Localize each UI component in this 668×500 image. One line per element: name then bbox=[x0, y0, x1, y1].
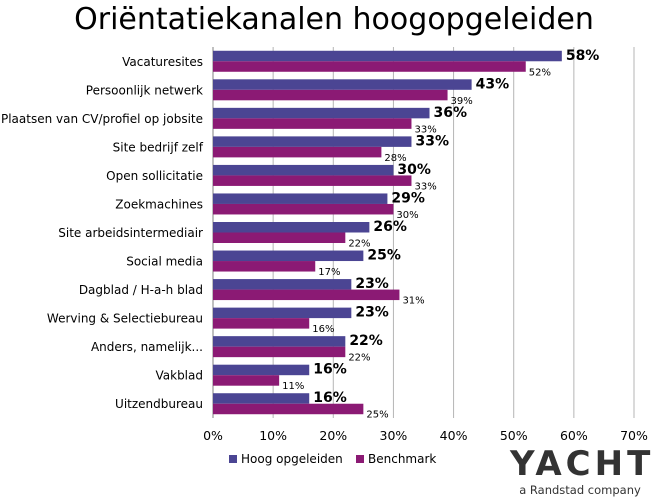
legend-swatch-benchmark bbox=[356, 455, 364, 463]
data-labels: 58%52%43%39%36%33%33%28%30%33%29%30%26%2… bbox=[282, 48, 599, 421]
data-label-hoog-opgeleiden: 33% bbox=[415, 133, 449, 149]
data-label-hoog-opgeleiden: 23% bbox=[355, 276, 389, 292]
data-label-hoog-opgeleiden: 25% bbox=[367, 248, 401, 264]
category-label: Zoekmachines bbox=[115, 197, 203, 211]
data-label-hoog-opgeleiden: 26% bbox=[373, 219, 407, 235]
data-label-hoog-opgeleiden: 43% bbox=[476, 76, 510, 92]
yacht-logo: YACHT a Randstad company bbox=[510, 447, 650, 497]
data-label-benchmark: 16% bbox=[312, 324, 334, 335]
data-label-benchmark: 22% bbox=[348, 239, 370, 250]
bar-benchmark bbox=[213, 89, 448, 101]
bar-benchmark bbox=[213, 146, 382, 158]
bar-benchmark bbox=[213, 261, 316, 272]
data-label-benchmark: 39% bbox=[451, 96, 473, 107]
data-label-hoog-opgeleiden: 29% bbox=[391, 190, 425, 206]
data-label-benchmark: 28% bbox=[384, 153, 406, 164]
data-label-benchmark: 25% bbox=[366, 410, 388, 421]
data-label-hoog-opgeleiden: 23% bbox=[355, 305, 389, 321]
bar-benchmark bbox=[213, 118, 412, 129]
x-tick-label: 20% bbox=[319, 428, 347, 443]
data-label-benchmark: 52% bbox=[529, 67, 551, 78]
bar-benchmark bbox=[213, 232, 346, 243]
chart-title: Oriëntatiekanalen hoogopgeleiden bbox=[74, 2, 594, 37]
bar-benchmark bbox=[213, 403, 364, 415]
category-label: Dagblad / H-a-h blad bbox=[79, 283, 203, 297]
bar-benchmark bbox=[213, 318, 310, 329]
x-tick-label: 50% bbox=[500, 428, 528, 443]
bar-hoog-opgeleiden bbox=[213, 79, 472, 90]
bar-hoog-opgeleiden bbox=[213, 307, 352, 319]
category-label: Uitzendbureau bbox=[115, 397, 203, 411]
category-labels: Vacaturesites Persoonlijk netwerk Plaatsen… bbox=[1, 55, 204, 411]
category-label: Site arbeidsintermediair bbox=[58, 226, 203, 240]
legend: Hoog opgeleiden Benchmark bbox=[229, 452, 436, 466]
legend-swatch-hoog-opgeleiden bbox=[229, 455, 237, 463]
bar-hoog-opgeleiden bbox=[213, 50, 562, 62]
x-tick-label: 40% bbox=[440, 428, 468, 443]
bar-hoog-opgeleiden bbox=[213, 164, 394, 176]
data-label-hoog-opgeleiden: 16% bbox=[313, 390, 347, 406]
bar-benchmark bbox=[213, 203, 394, 215]
data-label-benchmark: 33% bbox=[414, 124, 436, 135]
bar-benchmark bbox=[213, 346, 346, 358]
legend-label-hoog-opgeleiden: Hoog opgeleiden bbox=[241, 452, 343, 466]
data-label-benchmark: 33% bbox=[414, 181, 436, 192]
bar-hoog-opgeleiden bbox=[213, 136, 412, 147]
category-label: Site bedrijf zelf bbox=[113, 140, 204, 154]
bar-hoog-opgeleiden bbox=[213, 393, 310, 404]
x-tick-label: 0% bbox=[203, 428, 223, 443]
category-label: Open sollicitatie bbox=[106, 169, 203, 183]
bars bbox=[213, 50, 562, 415]
bar-hoog-opgeleiden bbox=[213, 364, 310, 376]
data-label-benchmark: 17% bbox=[318, 267, 340, 278]
logo-wordmark: YACHT bbox=[510, 444, 655, 484]
data-label-hoog-opgeleiden: 58% bbox=[566, 48, 600, 64]
bar-benchmark bbox=[213, 375, 280, 386]
bar-benchmark bbox=[213, 175, 412, 186]
data-label-benchmark: 30% bbox=[396, 210, 418, 221]
bar-hoog-opgeleiden bbox=[213, 107, 430, 119]
data-label-hoog-opgeleiden: 30% bbox=[397, 162, 431, 178]
x-tick-label: 10% bbox=[259, 428, 287, 443]
category-label: Persoonlijk netwerk bbox=[86, 83, 203, 97]
category-label: Anders, namelijk... bbox=[91, 340, 203, 354]
bar-hoog-opgeleiden bbox=[213, 279, 352, 290]
bar-hoog-opgeleiden bbox=[213, 222, 370, 233]
x-axis-ticks: 0% 10% 20% 30% 40% 50% 60% 70% bbox=[203, 428, 648, 443]
bar-hoog-opgeleiden bbox=[213, 250, 364, 262]
legend-label-benchmark: Benchmark bbox=[368, 452, 436, 466]
data-label-hoog-opgeleiden: 36% bbox=[434, 105, 468, 121]
bar-benchmark bbox=[213, 61, 526, 72]
logo-tagline: a Randstad company bbox=[519, 483, 641, 497]
x-tick-label: 30% bbox=[380, 428, 408, 443]
x-tick-label: 60% bbox=[560, 428, 588, 443]
bar-hoog-opgeleiden bbox=[213, 193, 388, 204]
data-label-hoog-opgeleiden: 16% bbox=[313, 362, 347, 378]
category-label: Werving & Selectiebureau bbox=[47, 312, 203, 326]
category-label: Plaatsen van CV/profiel op jobsite bbox=[1, 112, 203, 126]
bar-benchmark bbox=[213, 289, 400, 301]
category-label: Vacaturesites bbox=[122, 55, 203, 69]
data-label-benchmark: 31% bbox=[402, 296, 424, 307]
category-label: Social media bbox=[126, 255, 203, 269]
data-label-benchmark: 11% bbox=[282, 381, 304, 392]
data-label-hoog-opgeleiden: 22% bbox=[349, 333, 383, 349]
bar-hoog-opgeleiden bbox=[213, 336, 346, 347]
category-label: Vakblad bbox=[155, 369, 203, 383]
x-tick-label: 70% bbox=[620, 428, 648, 443]
data-label-benchmark: 22% bbox=[348, 353, 370, 364]
